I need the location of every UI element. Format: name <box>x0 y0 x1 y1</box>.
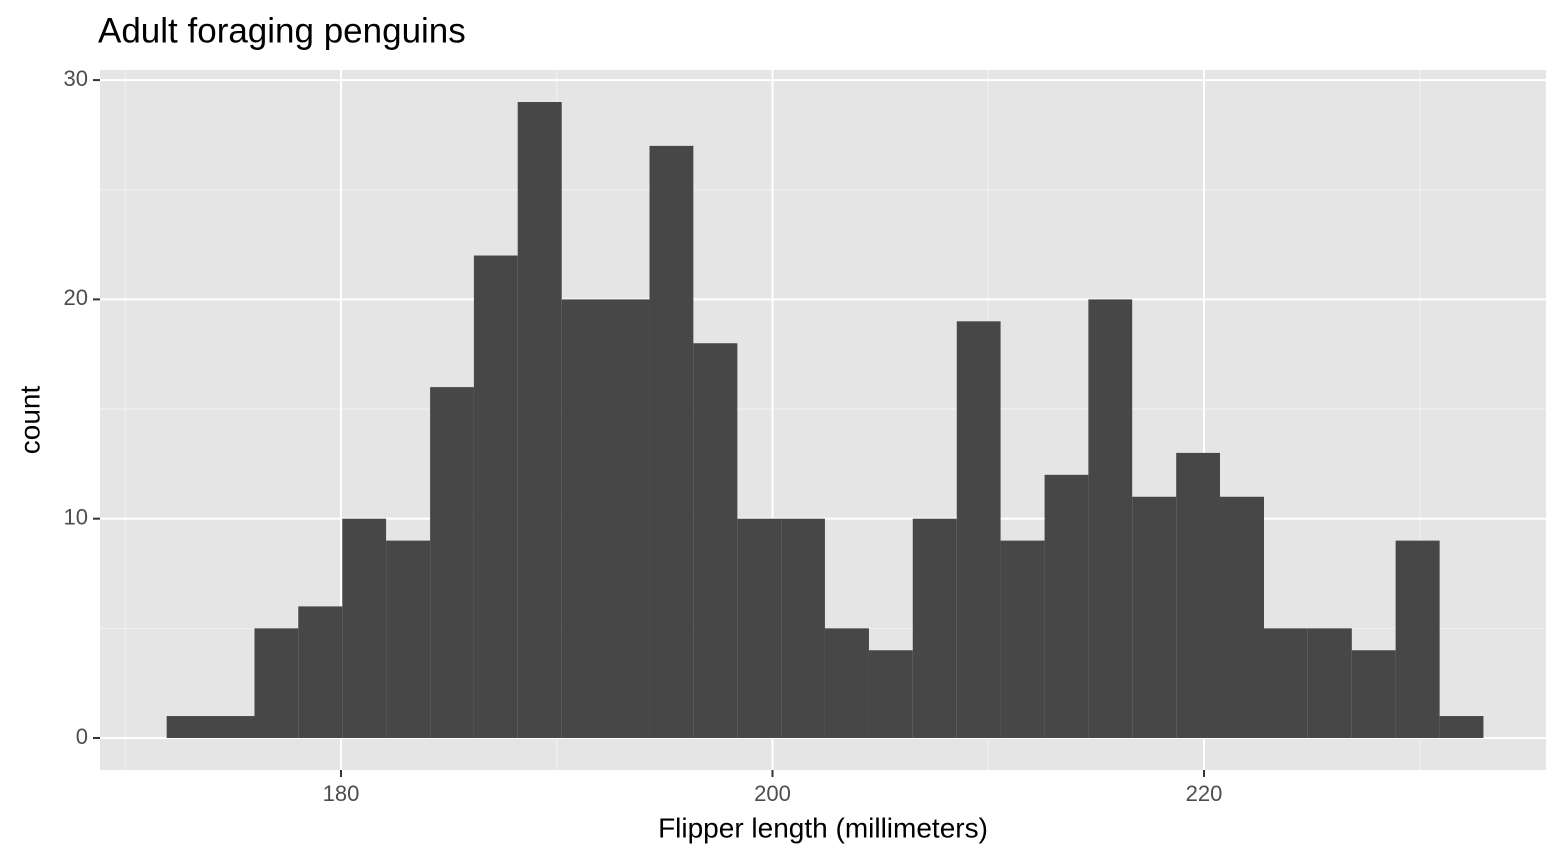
bar <box>868 650 913 738</box>
bar <box>517 102 562 738</box>
x-tick-label: 180 <box>323 781 360 806</box>
y-tick-label: 20 <box>64 285 88 310</box>
bar <box>781 518 825 738</box>
bar <box>1351 650 1396 738</box>
y-axis-title: count <box>14 386 45 455</box>
bar <box>737 518 782 738</box>
bar <box>693 343 738 738</box>
bar <box>386 540 431 738</box>
bar <box>1088 299 1133 738</box>
y-tick-label: 0 <box>76 724 88 749</box>
bar <box>824 628 869 738</box>
y-tick-label: 30 <box>64 66 88 91</box>
bar <box>1176 452 1220 738</box>
bar <box>1264 628 1308 738</box>
bar <box>1307 628 1352 738</box>
bar <box>1219 496 1265 738</box>
x-tick-label: 200 <box>754 781 791 806</box>
bar <box>605 299 650 738</box>
y-tick-label: 10 <box>64 504 88 529</box>
chart-title: Adult foraging penguins <box>98 11 466 50</box>
bar <box>912 518 957 738</box>
x-axis-title: Flipper length (millimeters) <box>658 812 988 843</box>
x-tick-label: 220 <box>1186 781 1223 806</box>
bar <box>210 716 255 738</box>
bar <box>1395 540 1440 738</box>
bar <box>1132 496 1177 738</box>
bar <box>473 255 518 738</box>
bar <box>254 628 299 738</box>
bar <box>956 321 1001 738</box>
bar <box>1044 474 1089 738</box>
bar <box>649 145 694 738</box>
bar <box>561 299 606 738</box>
bar <box>430 387 474 738</box>
bar <box>1439 716 1484 738</box>
bar <box>166 716 211 738</box>
bar <box>342 518 387 738</box>
bar <box>298 606 343 738</box>
bar <box>1000 540 1045 738</box>
